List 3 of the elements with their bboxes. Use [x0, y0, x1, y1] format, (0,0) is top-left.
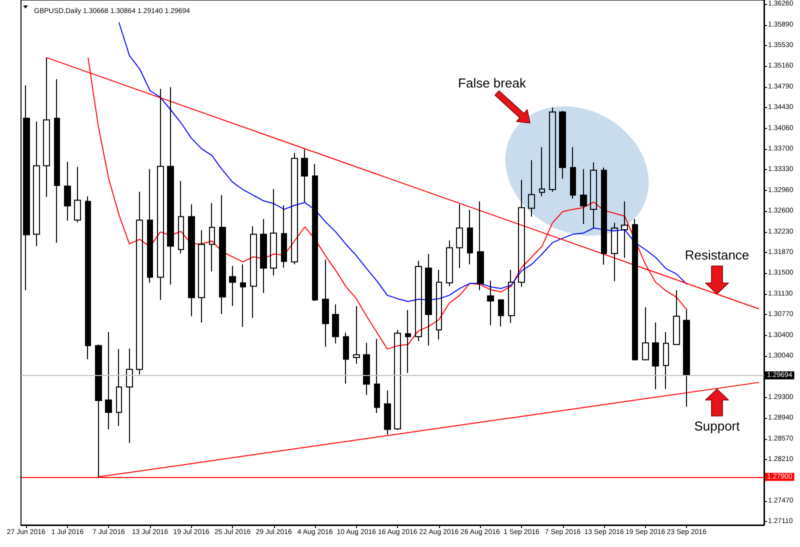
annotation: False break: [458, 76, 526, 90]
annotation: Support: [694, 418, 740, 434]
annotation: Resistance: [684, 248, 750, 262]
